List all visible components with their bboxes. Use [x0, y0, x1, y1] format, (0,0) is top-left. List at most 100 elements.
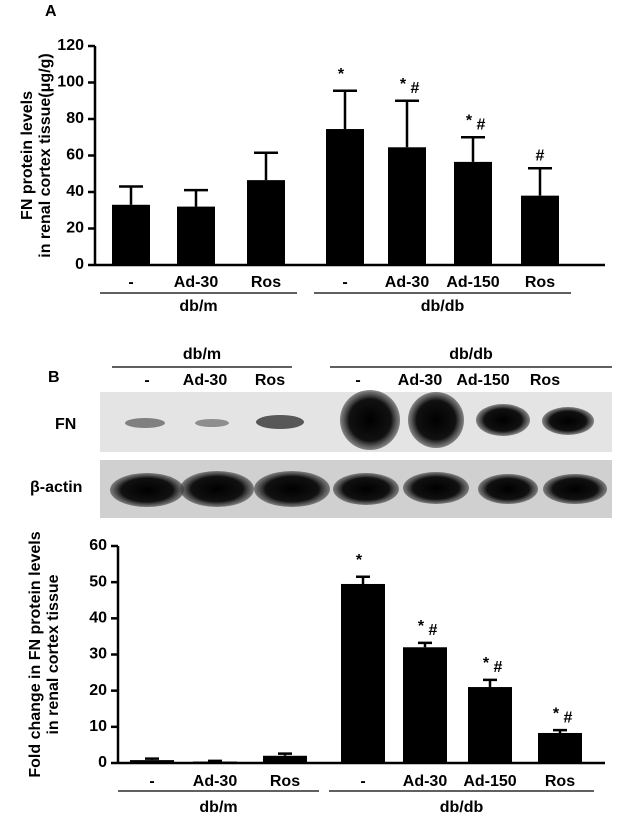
bar: [403, 647, 447, 763]
significance-star: *: [338, 66, 345, 83]
group-label: db/m: [183, 346, 221, 363]
bar: [388, 147, 426, 265]
y-tick-label: 120: [57, 37, 84, 54]
band: [254, 471, 330, 507]
group-label: db/db: [421, 298, 465, 315]
panel-label: B: [48, 369, 60, 386]
row-label: β-actin: [30, 479, 82, 496]
y-tick-label: 0: [98, 754, 107, 771]
significance-star: *: [400, 76, 407, 93]
band: [543, 474, 607, 504]
x-tick-label: -: [342, 274, 347, 291]
bar: [521, 195, 559, 265]
x-tick-label: Ad-30: [385, 274, 430, 291]
significance-star: *: [418, 618, 425, 635]
error-bar: [145, 757, 159, 761]
error-bar: [395, 99, 419, 148]
x-tick-label: Ros: [525, 274, 555, 291]
error-bar: [483, 678, 497, 688]
error-bar: [184, 188, 208, 207]
significance-hash: #: [477, 116, 486, 133]
bar: [454, 161, 492, 265]
bar: [193, 761, 237, 763]
lane-label: -: [355, 372, 360, 389]
bar: [247, 180, 285, 265]
row-label: FN: [55, 416, 76, 433]
band: [125, 418, 165, 428]
band: [476, 404, 530, 436]
lane-label: -: [144, 372, 149, 389]
x-tick-label: Ad-30: [403, 773, 448, 790]
lane-label: Ad-30: [183, 372, 228, 389]
x-tick-label: Ad-30: [174, 274, 219, 291]
lane-label: Ad-30: [398, 372, 443, 389]
y-tick-label: 60: [66, 147, 84, 164]
significance-hash: #: [564, 709, 573, 726]
band: [256, 415, 304, 429]
bar: [130, 760, 174, 763]
y-tick-label: 20: [89, 682, 107, 699]
bar: [538, 732, 582, 763]
x-tick-label: Ros: [270, 773, 300, 790]
error-bar: [528, 167, 552, 196]
y-tick-label: 100: [57, 74, 84, 91]
group-label: db/db: [440, 799, 484, 816]
error-bar: [553, 728, 567, 733]
panel-label: A: [45, 3, 57, 20]
band: [403, 472, 469, 504]
x-tick-label: Ros: [251, 274, 281, 291]
band: [408, 392, 464, 448]
lane-label: Ros: [255, 372, 285, 389]
significance-star: *: [356, 552, 363, 569]
bar: [263, 755, 307, 763]
y-axis-label: in renal cortex tissue: [45, 574, 62, 734]
band: [333, 473, 399, 505]
band: [542, 407, 594, 435]
y-tick-label: 60: [89, 537, 107, 554]
significance-star: *: [553, 705, 560, 722]
band: [110, 473, 184, 507]
significance-hash: #: [429, 622, 438, 639]
y-axis-label: in renal cortex tissue(μg/g): [37, 53, 54, 258]
y-tick-label: 50: [89, 573, 107, 590]
error-bar: [461, 136, 485, 162]
lane-label: Ad-150: [456, 372, 509, 389]
significance-star: *: [483, 655, 490, 672]
x-tick-label: -: [128, 274, 133, 291]
error-bar: [418, 641, 432, 648]
significance-hash: #: [411, 80, 420, 97]
significance-hash: #: [494, 659, 503, 676]
bar: [468, 687, 512, 763]
band: [180, 471, 254, 507]
y-axis-label: Fold change in FN protein levels: [27, 531, 44, 777]
bar: [326, 129, 364, 265]
x-tick-label: Ad-30: [193, 773, 238, 790]
significance-star: *: [466, 112, 473, 129]
x-tick-label: Ros: [545, 773, 575, 790]
bar: [177, 206, 215, 265]
x-tick-label: -: [360, 773, 365, 790]
y-tick-label: 40: [89, 610, 107, 627]
x-tick-label: -: [149, 773, 154, 790]
y-tick-label: 20: [66, 220, 84, 237]
bar: [112, 204, 150, 265]
y-tick-label: 30: [89, 646, 107, 663]
lane-label: Ros: [530, 372, 560, 389]
band: [340, 390, 400, 450]
y-tick-label: 0: [75, 256, 84, 273]
error-bar: [119, 185, 143, 205]
error-bar: [278, 752, 292, 756]
x-tick-label: Ad-150: [446, 274, 499, 291]
y-tick-label: 10: [89, 718, 107, 735]
band: [478, 474, 538, 504]
x-tick-label: Ad-150: [463, 773, 516, 790]
y-axis-label: FN protein levels: [19, 91, 36, 220]
band: [195, 419, 229, 427]
group-label: db/m: [199, 799, 237, 816]
y-tick-label: 40: [66, 183, 84, 200]
group-label: db/db: [449, 346, 493, 363]
significance-hash: #: [536, 147, 545, 164]
error-bar: [356, 575, 370, 584]
bar: [341, 583, 385, 763]
